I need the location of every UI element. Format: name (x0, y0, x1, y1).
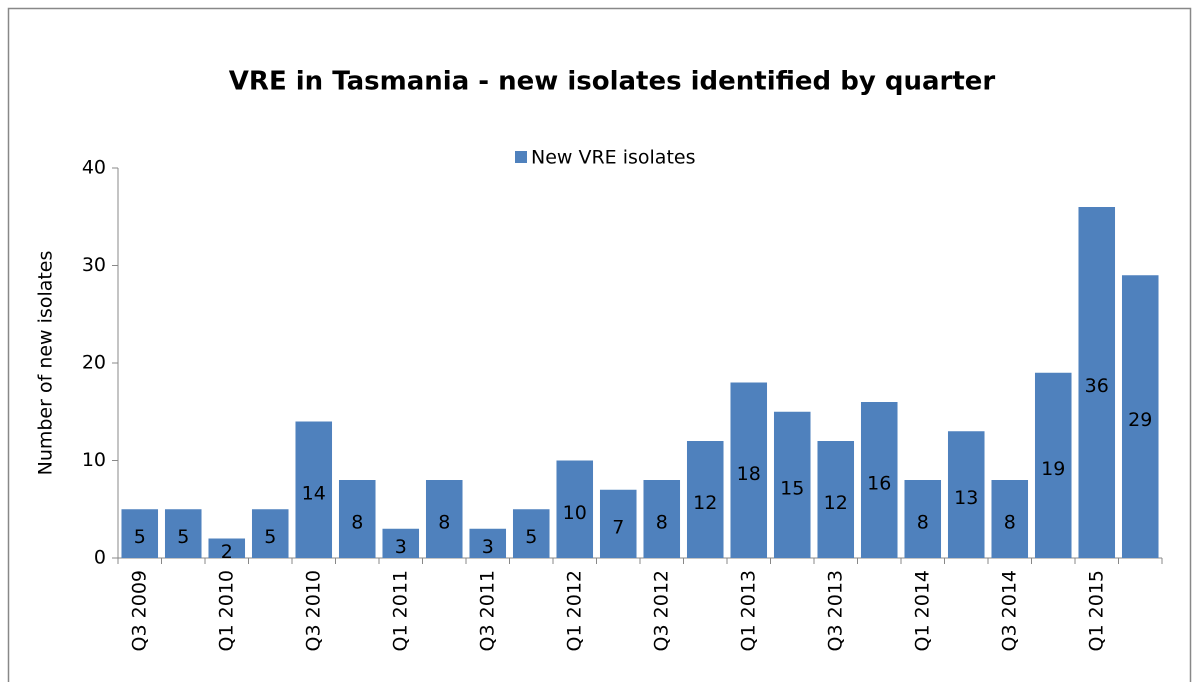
data-label: 8 (656, 512, 668, 534)
data-label: 5 (134, 526, 146, 548)
data-label: 29 (1128, 409, 1152, 431)
data-label: 2 (221, 541, 233, 563)
bar (295, 421, 333, 558)
data-label: 3 (395, 536, 407, 558)
data-label: 5 (177, 526, 189, 548)
bar (599, 489, 637, 558)
data-label: 8 (917, 512, 929, 534)
bar (121, 509, 159, 558)
x-tick-label: Q3 2010 (302, 570, 324, 651)
y-tick-label: 30 (82, 254, 106, 276)
bar (251, 509, 289, 558)
x-tick-label: Q1 2010 (215, 570, 237, 651)
bar (382, 528, 420, 558)
chart-frame (7, 7, 1192, 682)
data-label: 18 (737, 463, 761, 485)
bar (164, 509, 202, 558)
bar (1034, 372, 1072, 558)
bar (556, 460, 594, 558)
y-tick-label: 40 (82, 157, 106, 179)
y-axis-label: Number of new isolates (35, 251, 57, 476)
bar (686, 441, 724, 558)
x-tick-label: Q1 2015 (1085, 570, 1107, 651)
bar (1121, 275, 1159, 558)
legend-swatch (515, 151, 527, 163)
bar (425, 480, 463, 558)
data-label: 16 (867, 473, 891, 495)
x-tick-label: Q3 2009 (128, 570, 150, 651)
bar (338, 480, 376, 558)
y-tick-label: 0 (94, 547, 106, 569)
data-label: 7 (612, 516, 624, 538)
data-label: 15 (780, 477, 804, 499)
bar (512, 509, 550, 558)
y-tick-label: 10 (82, 449, 106, 471)
y-tick-label: 20 (82, 352, 106, 374)
bar (643, 480, 681, 558)
data-label: 5 (525, 526, 537, 548)
x-tick-label: Q1 2014 (911, 570, 933, 651)
x-tick-label: Q1 2011 (389, 570, 411, 651)
bar (773, 411, 811, 558)
chart-title: VRE in Tasmania - new isolates identifie… (229, 67, 996, 97)
bar (947, 431, 985, 558)
data-label: 8 (1004, 512, 1016, 534)
x-tick-label: Q3 2013 (824, 570, 846, 651)
bar (904, 480, 942, 558)
x-tick-label: Q1 2013 (737, 570, 759, 651)
data-label: 14 (302, 482, 326, 504)
bar (991, 480, 1029, 558)
data-label: 12 (693, 492, 717, 514)
bar (1078, 207, 1116, 558)
data-label: 19 (1041, 458, 1065, 480)
bar (469, 528, 507, 558)
bar (730, 382, 768, 558)
x-tick-label: Q1 2012 (563, 570, 585, 651)
bar (208, 538, 246, 558)
data-label: 3 (482, 536, 494, 558)
data-label: 8 (438, 512, 450, 534)
legend-label: New VRE isolates (531, 147, 696, 169)
bar (860, 402, 898, 558)
data-label: 10 (563, 502, 587, 524)
data-label: 36 (1085, 375, 1109, 397)
data-label: 5 (264, 526, 276, 548)
data-label: 8 (351, 512, 363, 534)
x-tick-label: Q3 2011 (476, 570, 498, 651)
x-tick-label: Q3 2014 (998, 570, 1020, 651)
bar (817, 441, 855, 558)
x-tick-label: Q3 2012 (650, 570, 672, 651)
data-label: 12 (824, 492, 848, 514)
data-label: 13 (954, 487, 978, 509)
